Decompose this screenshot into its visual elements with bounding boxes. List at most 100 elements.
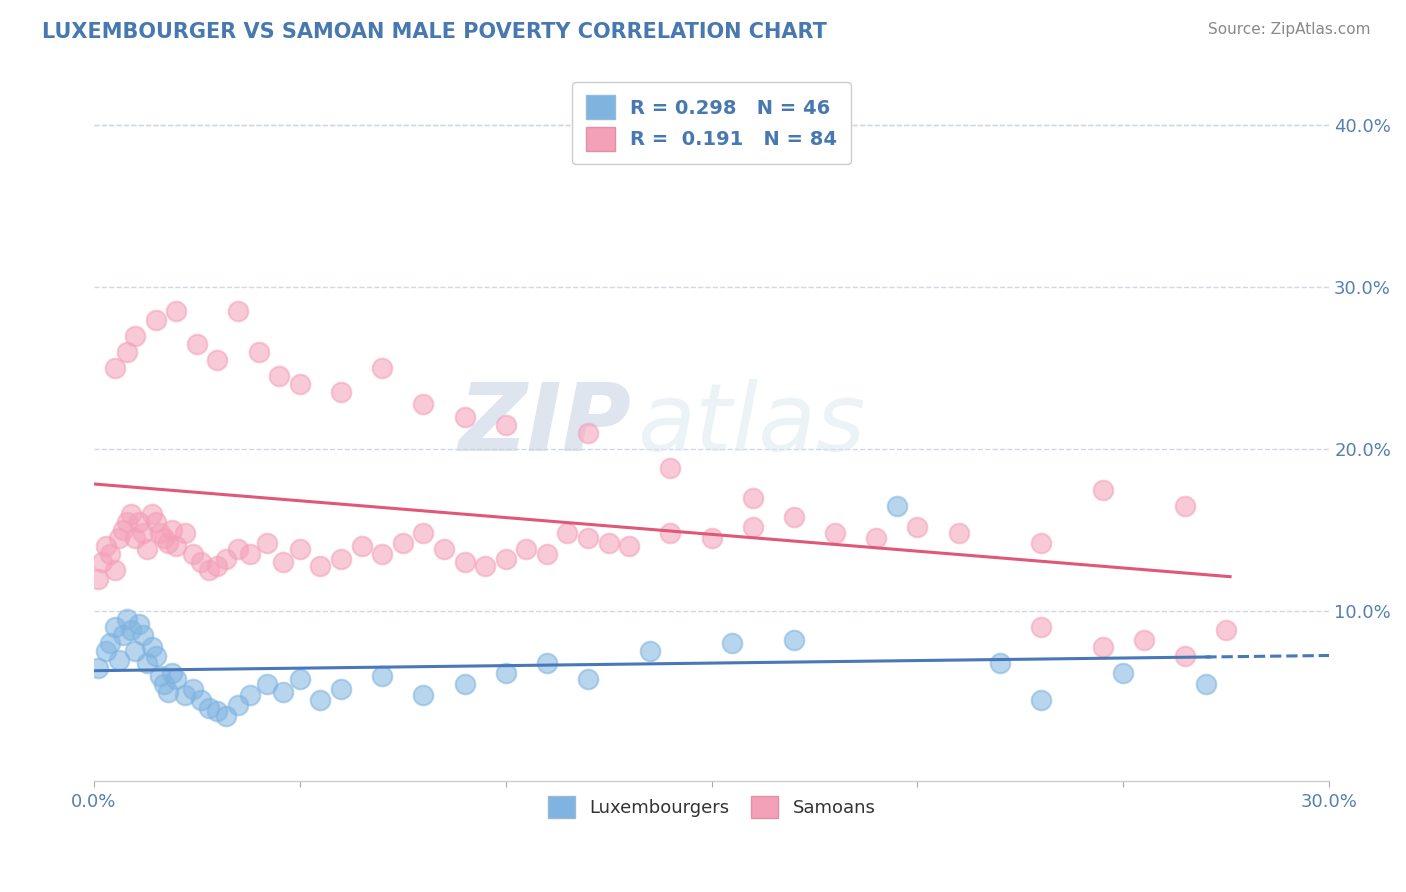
Point: [1215, 624, 1237, 638]
Point: [495, 417, 517, 432]
Point: [145, 312, 167, 326]
Point: [198, 701, 221, 715]
Point: [598, 536, 620, 550]
Point: [659, 461, 682, 475]
Point: [1091, 640, 1114, 654]
Point: [181, 681, 204, 696]
Point: [474, 558, 496, 573]
Point: [186, 336, 208, 351]
Point: [907, 520, 929, 534]
Point: [638, 644, 661, 658]
Point: [132, 628, 155, 642]
Point: [659, 526, 682, 541]
Point: [1112, 665, 1135, 680]
Point: [100, 547, 122, 561]
Point: [619, 539, 641, 553]
Point: [1029, 693, 1052, 707]
Point: [173, 526, 195, 541]
Point: [103, 361, 125, 376]
Point: [100, 636, 122, 650]
Point: [495, 665, 517, 680]
Point: [226, 304, 249, 318]
Point: [412, 397, 434, 411]
Point: [145, 515, 167, 529]
Point: [536, 547, 558, 561]
Point: [111, 628, 134, 642]
Point: [865, 531, 887, 545]
Point: [173, 688, 195, 702]
Point: [107, 531, 129, 545]
Text: LUXEMBOURGER VS SAMOAN MALE POVERTY CORRELATION CHART: LUXEMBOURGER VS SAMOAN MALE POVERTY CORR…: [42, 22, 827, 42]
Point: [886, 499, 908, 513]
Point: [536, 656, 558, 670]
Point: [215, 552, 238, 566]
Legend: Luxembourgers, Samoans: Luxembourgers, Samoans: [540, 789, 883, 825]
Text: ZIP: ZIP: [458, 379, 631, 471]
Point: [495, 552, 517, 566]
Point: [1133, 633, 1156, 648]
Point: [165, 672, 187, 686]
Point: [330, 385, 353, 400]
Point: [103, 564, 125, 578]
Point: [157, 685, 180, 699]
Point: [1029, 536, 1052, 550]
Point: [128, 616, 150, 631]
Point: [149, 526, 172, 541]
Point: [226, 698, 249, 712]
Point: [160, 523, 183, 537]
Point: [132, 526, 155, 541]
Point: [207, 558, 229, 573]
Point: [576, 672, 599, 686]
Point: [107, 652, 129, 666]
Point: [87, 660, 110, 674]
Point: [1029, 620, 1052, 634]
Point: [115, 515, 138, 529]
Text: Source: ZipAtlas.com: Source: ZipAtlas.com: [1208, 22, 1371, 37]
Point: [433, 542, 456, 557]
Point: [153, 677, 176, 691]
Point: [576, 425, 599, 440]
Point: [371, 547, 394, 561]
Point: [198, 564, 221, 578]
Point: [247, 344, 270, 359]
Point: [515, 542, 537, 557]
Point: [700, 531, 723, 545]
Point: [120, 624, 142, 638]
Point: [181, 547, 204, 561]
Point: [824, 526, 846, 541]
Point: [128, 515, 150, 529]
Point: [165, 304, 187, 318]
Point: [91, 555, 114, 569]
Point: [153, 531, 176, 545]
Point: [141, 640, 163, 654]
Point: [149, 669, 172, 683]
Point: [557, 526, 579, 541]
Point: [783, 510, 806, 524]
Point: [371, 361, 394, 376]
Point: [103, 620, 125, 634]
Point: [391, 536, 413, 550]
Point: [239, 547, 262, 561]
Point: [1174, 499, 1197, 513]
Point: [453, 677, 475, 691]
Point: [741, 491, 763, 505]
Point: [330, 552, 353, 566]
Point: [288, 377, 311, 392]
Point: [256, 536, 278, 550]
Point: [226, 542, 249, 557]
Point: [309, 558, 332, 573]
Point: [124, 328, 146, 343]
Point: [207, 704, 229, 718]
Point: [288, 672, 311, 686]
Point: [160, 665, 183, 680]
Point: [1195, 677, 1218, 691]
Point: [783, 633, 806, 648]
Point: [741, 520, 763, 534]
Point: [145, 649, 167, 664]
Point: [269, 369, 291, 384]
Point: [111, 523, 134, 537]
Point: [136, 656, 159, 670]
Point: [988, 656, 1011, 670]
Point: [1091, 483, 1114, 497]
Point: [330, 681, 353, 696]
